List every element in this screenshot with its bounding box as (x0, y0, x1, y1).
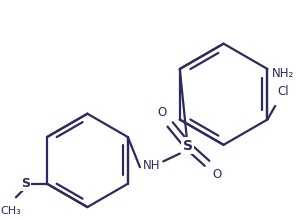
Text: O: O (158, 106, 167, 119)
Text: Cl: Cl (277, 85, 289, 98)
Text: O: O (212, 168, 221, 181)
Text: NH₂: NH₂ (272, 67, 294, 80)
Text: S: S (183, 139, 192, 153)
Text: S: S (21, 177, 30, 190)
Text: NH: NH (143, 159, 160, 172)
Text: CH₃: CH₃ (1, 206, 21, 216)
